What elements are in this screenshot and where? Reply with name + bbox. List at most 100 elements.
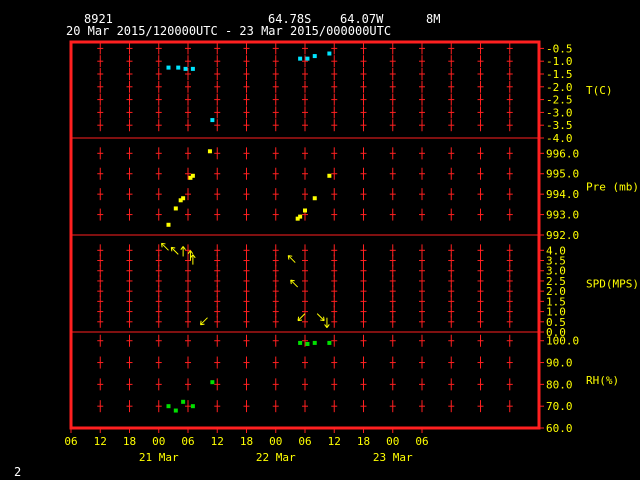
wind-arrow-head bbox=[323, 316, 325, 321]
data-point bbox=[183, 66, 188, 71]
wind-arrow-head bbox=[200, 323, 205, 326]
wind-arrow-shaft bbox=[170, 247, 179, 255]
y-tick-label: -4.0 bbox=[546, 132, 573, 145]
data-point bbox=[305, 342, 310, 346]
wind-arrow bbox=[287, 255, 296, 263]
y-tick-label: -2.5 bbox=[546, 94, 573, 107]
date-label: 23 Mar bbox=[373, 451, 413, 464]
wind-arrow-head bbox=[297, 316, 300, 321]
wind-arrow-head bbox=[326, 324, 330, 328]
panel-label: RH(%) bbox=[586, 374, 619, 387]
wind-arrow-head bbox=[324, 324, 328, 328]
wind-arrow-head bbox=[161, 242, 166, 245]
y-tick-label: -0.5 bbox=[546, 42, 573, 55]
wind-arrow-head bbox=[187, 250, 191, 255]
data-point bbox=[176, 65, 181, 70]
x-tick-label: 18 bbox=[240, 435, 253, 448]
panel-label: T(C) bbox=[586, 84, 613, 97]
y-tick-label: 3.5 bbox=[546, 255, 566, 268]
y-tick-label: 3.0 bbox=[546, 265, 566, 278]
latitude: 64.78S bbox=[268, 12, 311, 26]
wind-arrow bbox=[170, 246, 179, 255]
y-tick-label: 90.0 bbox=[546, 357, 573, 370]
x-tick-label: 12 bbox=[94, 435, 107, 448]
y-tick-label: 995.0 bbox=[546, 168, 579, 181]
wind-arrow-head bbox=[190, 250, 194, 255]
y-tick-label: 80.0 bbox=[546, 378, 573, 391]
x-tick-label: 18 bbox=[357, 435, 370, 448]
wind-arrow-head bbox=[287, 255, 290, 260]
x-tick-label: 12 bbox=[328, 435, 341, 448]
panel-label: SPD(MPS) bbox=[586, 278, 639, 291]
data-point bbox=[190, 66, 195, 71]
wind-arrow bbox=[180, 246, 186, 257]
wind-arrow-head bbox=[320, 319, 325, 322]
wind-arrow bbox=[290, 279, 299, 288]
data-point bbox=[210, 380, 215, 385]
wind-arrow bbox=[316, 313, 325, 322]
data-point bbox=[327, 340, 332, 345]
wind-arrow-head bbox=[170, 247, 173, 252]
y-tick-label: 100.0 bbox=[546, 335, 579, 348]
wind-arrow-head bbox=[290, 279, 292, 285]
data-point bbox=[303, 208, 307, 213]
data-point bbox=[298, 214, 303, 219]
x-tick-label: 00 bbox=[152, 435, 165, 448]
data-point bbox=[181, 399, 186, 404]
wind-arrow-head bbox=[297, 319, 303, 322]
wind-arrow-head bbox=[288, 255, 293, 257]
x-tick-label: 06 bbox=[64, 435, 77, 448]
data-point bbox=[173, 206, 178, 211]
wind-arrow-shaft bbox=[287, 255, 296, 263]
x-tick-label: 06 bbox=[298, 435, 311, 448]
data-point bbox=[166, 404, 171, 409]
data-point bbox=[190, 404, 195, 409]
data-point bbox=[305, 56, 310, 61]
date-label: 22 Mar bbox=[256, 451, 296, 464]
wind-arrow bbox=[161, 242, 169, 251]
wind-arrow-shaft bbox=[161, 242, 169, 251]
y-tick-label: 992.0 bbox=[546, 229, 579, 242]
data-point bbox=[327, 173, 332, 178]
y-tick-label: 994.0 bbox=[546, 188, 579, 201]
footer-number: 2 bbox=[14, 465, 21, 479]
elevation: 8M bbox=[426, 12, 440, 26]
y-tick-label: 993.0 bbox=[546, 209, 579, 222]
wind-arrow-shaft bbox=[200, 317, 208, 326]
date-label: 21 Mar bbox=[139, 451, 179, 464]
y-tick-label: -3.0 bbox=[546, 106, 573, 119]
data-point bbox=[178, 198, 183, 203]
wind-arrow-shaft bbox=[297, 313, 306, 321]
y-tick-label: 70.0 bbox=[546, 400, 573, 413]
data-point bbox=[210, 118, 215, 123]
y-tick-label: -2.0 bbox=[546, 81, 573, 94]
station-id: 8921 bbox=[84, 12, 113, 26]
wind-arrow-head bbox=[171, 246, 176, 249]
wind-arrow bbox=[190, 254, 196, 265]
data-point bbox=[173, 408, 178, 413]
y-tick-label: 1.0 bbox=[546, 306, 566, 319]
x-tick-label: 00 bbox=[386, 435, 399, 448]
wind-arrow-head bbox=[190, 254, 194, 259]
wind-arrow bbox=[324, 317, 330, 328]
wind-arrow-head bbox=[290, 279, 295, 282]
data-point bbox=[188, 175, 193, 180]
longitude: 64.07W bbox=[340, 12, 384, 26]
y-tick-label: 0.0 bbox=[546, 326, 566, 339]
wind-arrow-head bbox=[161, 243, 163, 248]
data-point bbox=[166, 65, 171, 70]
wind-arrow bbox=[297, 313, 306, 322]
y-tick-label: 60.0 bbox=[546, 422, 573, 435]
wind-arrow-head bbox=[182, 246, 186, 250]
x-tick-label: 12 bbox=[211, 435, 224, 448]
wind-arrow-shaft bbox=[316, 313, 325, 321]
data-point bbox=[298, 56, 303, 61]
x-tick-label: 00 bbox=[269, 435, 282, 448]
x-tick-label: 06 bbox=[415, 435, 428, 448]
period-label: 20 Mar 2015/120000UTC - 23 Mar 2015/0000… bbox=[66, 24, 391, 38]
panel-label: Pre (mb) bbox=[586, 181, 639, 194]
data-point bbox=[190, 173, 195, 178]
y-tick-label: 1.5 bbox=[546, 295, 566, 308]
wind-arrow-shaft bbox=[290, 279, 299, 288]
